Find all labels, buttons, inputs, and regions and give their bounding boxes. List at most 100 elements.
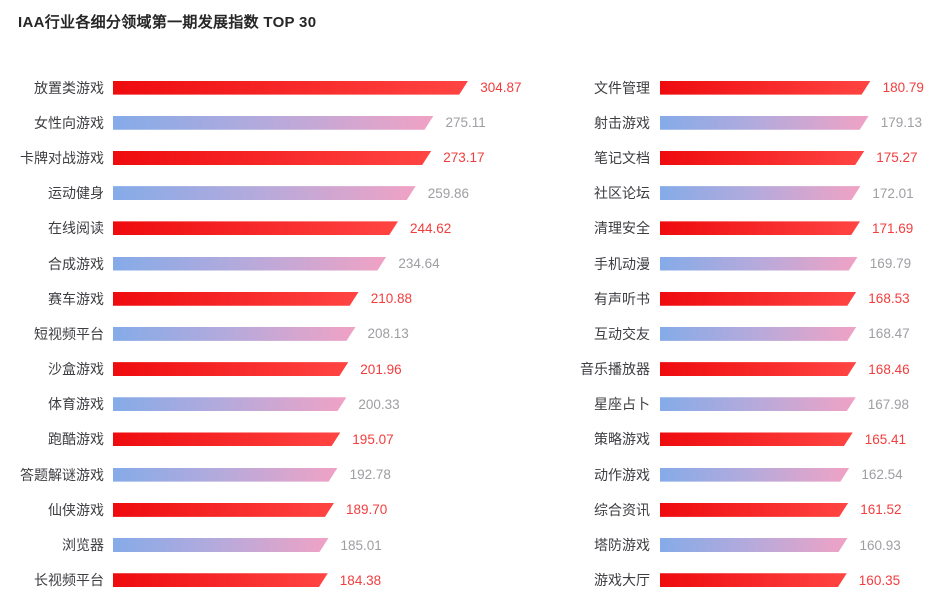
bar — [660, 292, 856, 306]
bar — [660, 362, 856, 376]
bar — [113, 221, 398, 235]
bar — [660, 468, 849, 482]
chart-column-left: 放置类游戏 304.87 女性向游戏 275.11 卡牌对战游戏 273.17 … — [0, 70, 548, 598]
bar-row-right-5: 清理安全 171.69 — [548, 211, 951, 246]
value-label: 185.01 — [340, 537, 382, 553]
value-label: 201.96 — [360, 361, 402, 377]
bar — [660, 397, 856, 411]
bar-row-right-15: 游戏大厅 160.35 — [548, 563, 951, 598]
bar — [113, 151, 431, 165]
category-label: 女性向游戏 — [34, 114, 104, 131]
category-label: 仙侠游戏 — [48, 501, 104, 518]
value-label: 244.62 — [410, 220, 452, 236]
bar — [660, 432, 853, 446]
value-label: 179.13 — [880, 115, 922, 131]
bar — [660, 538, 848, 552]
value-label: 160.35 — [858, 572, 901, 588]
bar-row-left-12: 答题解谜游戏 192.78 — [0, 457, 548, 492]
bar-row-left-9: 沙盒游戏 201.96 — [0, 352, 548, 387]
category-label: 综合资讯 — [594, 501, 650, 518]
bar-row-left-6: 合成游戏 234.64 — [0, 246, 548, 281]
category-label: 音乐播放器 — [580, 361, 650, 378]
bar — [113, 397, 346, 411]
bar-row-left-10: 体育游戏 200.33 — [0, 387, 548, 422]
value-label: 210.88 — [370, 291, 412, 307]
bar-row-left-4: 运动健身 259.86 — [0, 176, 548, 211]
value-label: 208.13 — [367, 326, 409, 342]
bar-row-right-11: 策略游戏 165.41 — [548, 422, 951, 457]
bar-row-right-8: 互动交友 168.47 — [548, 316, 951, 351]
category-label: 卡牌对战游戏 — [20, 149, 104, 166]
bar-row-right-10: 星座占卜 167.98 — [548, 387, 951, 422]
value-label: 167.98 — [867, 396, 909, 412]
bar-row-left-2: 女性向游戏 275.11 — [0, 105, 548, 140]
value-label: 200.33 — [358, 396, 400, 412]
value-label: 180.79 — [882, 80, 924, 96]
category-label: 塔防游戏 — [594, 537, 650, 554]
category-label: 有声听书 — [594, 290, 650, 307]
value-label: 259.86 — [427, 185, 469, 201]
bar — [660, 503, 848, 517]
value-label: 184.38 — [339, 572, 382, 588]
category-label: 跑酷游戏 — [48, 431, 104, 448]
bar-row-left-14: 浏览器 185.01 — [0, 527, 548, 562]
category-label: 放置类游戏 — [34, 79, 104, 96]
bar — [113, 573, 328, 587]
bar-row-left-5: 在线阅读 244.62 — [0, 211, 548, 246]
bar — [113, 81, 468, 95]
value-label: 160.93 — [859, 537, 901, 553]
bar-row-right-3: 笔记文档 175.27 — [548, 140, 951, 175]
chart-title: IAA行业各细分领域第一期发展指数 TOP 30 — [18, 14, 317, 31]
value-label: 171.69 — [872, 220, 914, 236]
category-label: 游戏大厅 — [594, 572, 650, 589]
bar-row-left-3: 卡牌对战游戏 273.17 — [0, 140, 548, 175]
bar — [113, 503, 334, 517]
category-label: 在线阅读 — [48, 220, 104, 237]
category-label: 互动交友 — [594, 325, 650, 342]
category-label: 射击游戏 — [594, 114, 650, 131]
bar-row-left-15: 长视频平台 184.38 — [0, 563, 548, 598]
category-label: 答题解谜游戏 — [20, 466, 104, 483]
bar-row-right-13: 综合资讯 161.52 — [548, 492, 951, 527]
category-label: 运动健身 — [48, 185, 104, 202]
value-label: 192.78 — [349, 467, 391, 483]
value-label: 275.11 — [445, 115, 486, 131]
bar-row-right-6: 手机动漫 169.79 — [548, 246, 951, 281]
bar — [113, 257, 386, 271]
category-label: 策略游戏 — [594, 431, 650, 448]
value-label: 304.87 — [480, 80, 522, 96]
value-label: 273.17 — [443, 150, 485, 166]
bar-row-right-14: 塔防游戏 160.93 — [548, 527, 951, 562]
bar — [660, 573, 847, 587]
bar-row-right-7: 有声听书 168.53 — [548, 281, 951, 316]
bar — [113, 116, 434, 130]
bar — [113, 292, 359, 306]
value-label: 169.79 — [869, 256, 912, 272]
value-label: 195.07 — [352, 431, 394, 447]
category-label: 赛车游戏 — [48, 290, 104, 307]
bar — [660, 221, 860, 235]
bar — [660, 327, 856, 341]
bar-row-left-13: 仙侠游戏 189.70 — [0, 492, 548, 527]
category-label: 动作游戏 — [594, 466, 650, 483]
value-label: 175.27 — [876, 150, 918, 166]
bar-chart: 放置类游戏 304.87 女性向游戏 275.11 卡牌对战游戏 273.17 … — [0, 70, 951, 598]
category-label: 笔记文档 — [594, 149, 650, 166]
value-label: 165.41 — [864, 431, 906, 447]
bar — [113, 432, 340, 446]
bar-row-left-8: 短视频平台 208.13 — [0, 316, 548, 351]
category-label: 浏览器 — [62, 537, 104, 554]
bar — [113, 538, 329, 552]
category-label: 长视频平台 — [34, 572, 104, 589]
bar — [113, 362, 348, 376]
bar — [660, 81, 871, 95]
value-label: 172.01 — [872, 185, 914, 201]
bar-row-left-1: 放置类游戏 304.87 — [0, 70, 548, 105]
bar — [113, 468, 338, 482]
bar-row-right-2: 射击游戏 179.13 — [548, 105, 951, 140]
bar-row-left-7: 赛车游戏 210.88 — [0, 281, 548, 316]
bar-row-left-11: 跑酷游戏 195.07 — [0, 422, 548, 457]
category-label: 手机动漫 — [594, 255, 650, 272]
category-label: 星座占卜 — [594, 396, 650, 413]
